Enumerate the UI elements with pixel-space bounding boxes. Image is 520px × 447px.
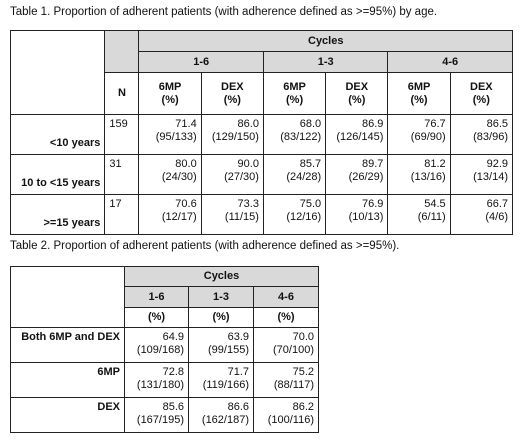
table2-pct-header: (%) [124,307,189,328]
table2-corner [10,266,125,287]
table-cell: 89.7 (26/29) [325,154,389,195]
table-cell: 81.2 (13/16) [387,154,451,195]
table-cell: 66.7 (4/6) [449,194,514,235]
table-cell: 86.0 (129/150) [200,114,264,155]
table-cell: 64.9 (109/168) [124,327,189,363]
table1-col-dex: DEX (%) [449,72,514,115]
table-cell: 92.9 (13/14) [449,154,514,195]
table-cell: 85.6 (167/195) [124,397,189,433]
table2-group-1-3: 1-3 [188,286,254,308]
row-label: Both 6MP and DEX [10,327,125,363]
table1-caption: Table 1. Proportion of adherent patients… [10,6,438,18]
table-cell: 75.2 (88/117) [253,362,319,398]
table-cell: 86.5 (83/96) [449,114,514,155]
table1: Cycles 1-6 1-3 4-6 N 6MP (%) DEX (%) 6MP (%… [9,30,514,235]
table1-corner [9,30,106,52]
table-cell: 75.0 (12/16) [262,194,327,235]
table1-n-header-top [104,30,140,52]
table2-group-1-6: 1-6 [124,286,189,308]
table-row: >=15 years 17 70.6 (12/17) 73.3 (11/15) 75… [9,194,514,235]
table1-col-dex: DEX (%) [325,72,389,115]
table1-col-6mp: 6MP (%) [262,72,327,115]
table2-caption: Table 2. Proportion of adherent patients… [10,240,400,252]
table-row: <10 years 159 71.4 (95/133) 86.0 (129/150)… [9,114,514,155]
row-n: 31 [104,154,140,195]
table-cell: 68.0 (83/122) [262,114,327,155]
table2: Cycles 1-6 1-3 4-6 (%) (%) (%) Both 6MP … [10,266,319,433]
table-cell: 54.5 (6/11) [387,194,451,235]
table1-group-1-3: 1-3 [262,51,389,73]
table-row: DEX 85.6 (167/195) 86.6 (162/187) 86.2 (100… [10,397,319,433]
row-label: >=15 years [9,194,106,235]
table-cell: 86.9 (126/145) [325,114,389,155]
table-row: 6MP 72.8 (131/180) 71.7 (119/166) 75.2 (88/… [10,362,319,398]
row-n: 17 [104,194,140,235]
table-cell: 76.7 (69/90) [387,114,451,155]
row-label: 6MP [10,362,125,398]
table-cell: 70.6 (12/17) [138,194,202,235]
table-cell: 90.0 (27/30) [200,154,264,195]
table-cell: 70.0 (70/100) [253,327,319,363]
row-label: <10 years [9,114,106,155]
table-cell: 80.0 (24/30) [138,154,202,195]
table-cell: 71.4 (95/133) [138,114,202,155]
table-cell: 86.2 (100/116) [253,397,319,433]
table1-n-header: N [104,72,140,115]
table1-cycles-header: Cycles [138,30,513,52]
table2-cycles-header: Cycles [124,266,319,287]
table-cell: 76.9 (10/13) [325,194,389,235]
row-n: 159 [104,114,140,155]
table-cell: 71.7 (119/166) [188,362,254,398]
row-label: DEX [10,397,125,433]
table-cell: 85.7 (24/28) [262,154,327,195]
table-cell: 86.6 (162/187) [188,397,254,433]
row-label: 10 to <15 years [9,154,106,195]
table1-group-4-6: 4-6 [387,51,513,73]
table-cell: 63.9 (99/155) [188,327,254,363]
table-cell: 73.3 (11/15) [200,194,264,235]
table1-col-6mp: 6MP (%) [387,72,451,115]
table1-group-1-6: 1-6 [138,51,264,73]
table2-pct-header: (%) [253,307,319,328]
table-row: 10 to <15 years 31 80.0 (24/30) 90.0 (27/3… [9,154,514,195]
table2-group-4-6: 4-6 [253,286,319,308]
table-cell: 72.8 (131/180) [124,362,189,398]
table-row: Both 6MP and DEX 64.9 (109/168) 63.9 (99/1… [10,327,319,363]
table1-col-dex: DEX (%) [200,72,264,115]
table2-pct-header: (%) [188,307,254,328]
table1-col-6mp: 6MP (%) [138,72,202,115]
